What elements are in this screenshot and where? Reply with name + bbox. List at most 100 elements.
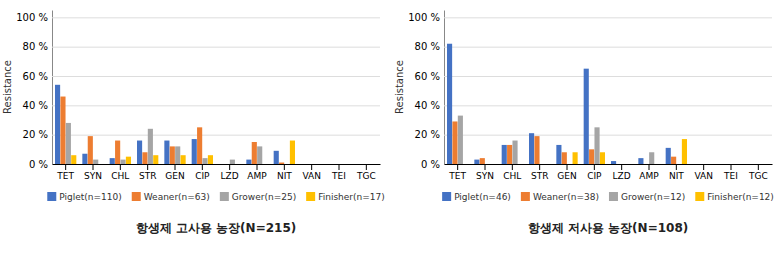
bar xyxy=(356,164,361,165)
y-tick: 40 % xyxy=(23,100,380,111)
x-tick-label: NIT xyxy=(669,171,684,181)
bar xyxy=(480,158,485,164)
y-tick-label: 0 % xyxy=(421,159,440,170)
x-tick-label: NIT xyxy=(277,171,292,181)
x-tick-mark xyxy=(594,164,595,170)
y-tick-label: 40 % xyxy=(23,100,48,111)
legend-item: Grower(n=25) xyxy=(220,192,296,202)
bar xyxy=(649,152,654,164)
x-tick-mark xyxy=(339,164,340,170)
legend-label: Finisher(n=17) xyxy=(318,192,385,202)
bar xyxy=(197,127,202,164)
legend-swatch xyxy=(306,192,315,201)
bar xyxy=(274,151,279,164)
bar xyxy=(306,164,311,165)
bar xyxy=(208,155,213,164)
bar xyxy=(671,157,676,164)
bar xyxy=(589,149,594,164)
x-tick-mark xyxy=(366,164,367,170)
legend-item: Finisher(n=17) xyxy=(306,192,385,202)
x-tick: STR xyxy=(139,164,156,181)
y-tick: 20 % xyxy=(415,129,772,140)
bar xyxy=(562,152,567,164)
x-tick-label: VAN xyxy=(694,171,712,181)
bar xyxy=(731,164,736,165)
bar xyxy=(463,164,468,165)
bar xyxy=(93,160,98,164)
x-tick-mark xyxy=(539,164,540,170)
x-tick-mark xyxy=(175,164,176,170)
bar xyxy=(328,164,333,165)
bar xyxy=(252,142,257,164)
x-tick-label: AMP xyxy=(247,171,267,181)
bars xyxy=(447,44,687,164)
legend-swatch xyxy=(609,192,618,201)
bar xyxy=(545,164,550,165)
bar xyxy=(115,141,120,164)
bar xyxy=(301,164,306,165)
legend-swatch xyxy=(442,192,451,201)
bar xyxy=(584,69,589,164)
bar xyxy=(676,164,681,165)
legend-label: Piglet(n=110) xyxy=(59,192,121,202)
x-tick: TEI xyxy=(723,164,738,181)
x-tick-label: CIP xyxy=(195,171,210,181)
bar xyxy=(616,164,621,165)
x-tick: NIT xyxy=(277,164,292,181)
grid-line xyxy=(444,105,772,106)
bar xyxy=(502,145,507,164)
bar xyxy=(458,116,463,164)
bar-series xyxy=(71,141,295,164)
bars xyxy=(55,85,295,164)
x-tick: SYN xyxy=(84,164,102,181)
x-tick-label: TGC xyxy=(356,171,376,181)
x-tick: CIP xyxy=(195,164,210,181)
x-tick: VAN xyxy=(694,164,712,181)
bar-series xyxy=(447,44,671,164)
grid-line xyxy=(52,17,380,18)
bar xyxy=(556,145,561,164)
bar xyxy=(372,164,377,165)
legend: Piglet(n=46)Weaner(n=38)Grower(n=12)Fini… xyxy=(442,192,774,202)
y-axis-title: Resistance xyxy=(394,60,405,114)
x-tick-label: TEI xyxy=(723,171,738,181)
bar xyxy=(257,146,262,164)
bar xyxy=(693,164,698,165)
bar xyxy=(758,164,763,165)
bar xyxy=(181,155,186,164)
bar xyxy=(290,141,295,164)
y-tick: 60 % xyxy=(23,71,380,82)
bar xyxy=(529,133,534,164)
x-tick-label: STR xyxy=(139,171,156,181)
x-tick: STR xyxy=(531,164,548,181)
bar xyxy=(764,164,769,165)
y-tick-label: 80 % xyxy=(415,41,440,52)
x-tick-label: CHL xyxy=(503,171,521,181)
panel: 0 %20 %40 %60 %80 %100 %TETSYNCHLSTRGENC… xyxy=(394,11,774,236)
x-tick-mark xyxy=(457,164,458,170)
x-tick: NIT xyxy=(669,164,684,181)
x-tick: AMP xyxy=(639,164,659,181)
x-tick-mark xyxy=(703,164,704,170)
x-tick-mark xyxy=(202,164,203,170)
bar-series xyxy=(66,123,262,164)
grid-line xyxy=(444,76,772,77)
x-tick-label: CHL xyxy=(111,171,129,181)
legend-label: Grower(n=12) xyxy=(621,192,685,202)
x-tick-mark xyxy=(93,164,94,170)
legend-swatch xyxy=(695,192,704,201)
x-tick-mark xyxy=(65,164,66,170)
bar xyxy=(230,160,235,164)
grid-line xyxy=(52,76,380,77)
grid-line xyxy=(444,164,772,165)
x-tick-label: SYN xyxy=(476,171,494,181)
y-axis-title: Resistance xyxy=(2,60,13,114)
bar xyxy=(644,164,649,165)
x-tick-mark xyxy=(284,164,285,170)
x-tick: TEI xyxy=(331,164,346,181)
x-tick: CHL xyxy=(111,164,129,181)
y-tick-label: 20 % xyxy=(415,129,440,140)
y-tick: 100 % xyxy=(16,12,380,23)
x-tick-mark xyxy=(512,164,513,170)
x-axis-line xyxy=(445,164,773,165)
